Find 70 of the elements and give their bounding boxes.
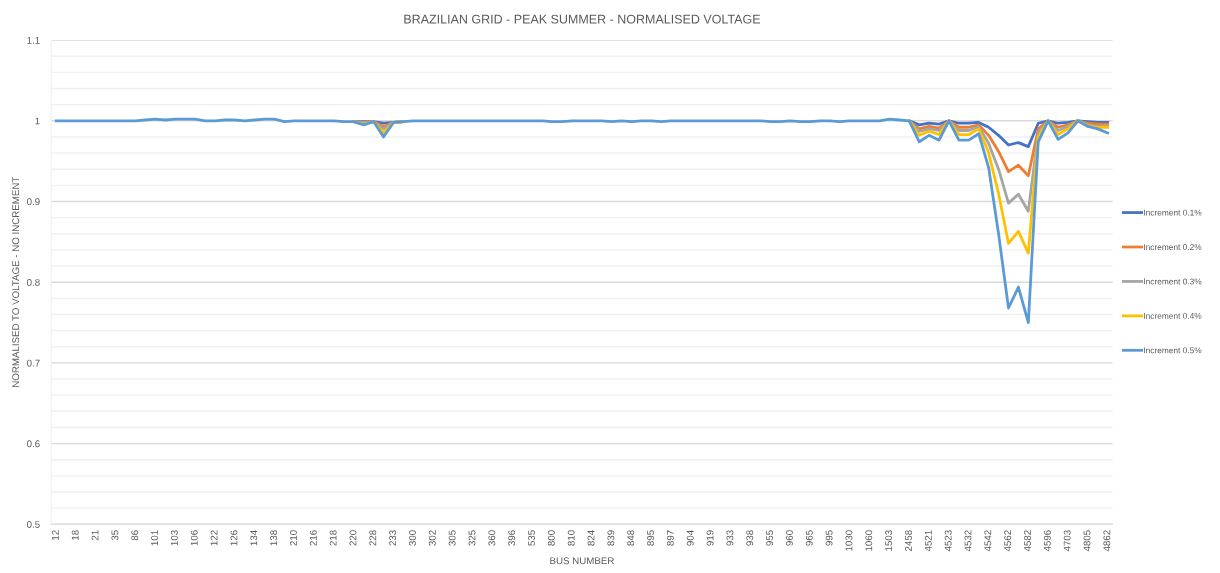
x-tick-label: 897 (666, 530, 674, 546)
legend-label: Increment 0.1% (1144, 209, 1202, 216)
x-tick-label: 4703 (1063, 530, 1071, 552)
x-axis-title: BUS NUMBER (550, 557, 614, 565)
x-tick-label: 824 (587, 530, 595, 546)
legend-label: Increment 0.2% (1144, 244, 1202, 250)
x-tick-label: 938 (746, 530, 754, 546)
x-tick-label: 4562 (1004, 530, 1012, 552)
x-tick-label: 800 (547, 530, 555, 546)
x-tick-label: 960 (785, 530, 793, 546)
x-tick-label: 4862 (1103, 530, 1111, 552)
y-axis-title: NORMALISED TO VOLTAGE - NO INCREMENT (12, 176, 20, 387)
x-tick-label: 35 (111, 530, 119, 541)
x-tick-label: 300 (409, 530, 416, 546)
y-tick-label: 0.9 (26, 198, 40, 206)
y-tick-label: 1.1 (27, 36, 40, 44)
x-tick-label: 1060 (865, 530, 873, 551)
x-tick-label: 810 (567, 530, 575, 546)
legend-label: Increment 0.4% (1144, 312, 1202, 319)
line-series (54, 117, 1110, 324)
y-tick-label: 0.7 (26, 359, 40, 367)
x-tick-label: 995 (825, 530, 833, 546)
x-tick-label: 218 (329, 530, 337, 546)
x-tick-label: 86 (131, 530, 139, 541)
x-tick-label: 1503 (885, 530, 893, 551)
y-tick-label: 0.5 (26, 521, 40, 528)
x-tick-label: 2458 (905, 530, 912, 551)
x-tick-label: 220 (349, 530, 357, 546)
x-tick-label: 210 (290, 530, 297, 546)
x-tick-label: 302 (428, 530, 436, 546)
x-tick-label: 839 (607, 530, 615, 546)
x-tick-label: 396 (508, 530, 516, 546)
x-tick-label: 919 (706, 530, 714, 546)
x-tick-label: 101 (151, 530, 159, 546)
x-tick-label: 4532 (964, 530, 972, 552)
x-tick-label: 122 (210, 530, 218, 546)
x-tick-label: 965 (805, 530, 813, 546)
x-tick-label: 4542 (984, 530, 992, 552)
x-tick-label: 895 (647, 530, 654, 546)
x-tick-label: 126 (230, 530, 238, 546)
x-tick-label: 4523 (944, 530, 952, 552)
x-tick-label: 233 (389, 530, 397, 546)
y-tick-label: 0.8 (26, 278, 40, 286)
legend-label: Increment 0.5% (1144, 347, 1202, 354)
x-tick-label: 18 (71, 530, 79, 540)
x-tick-label: 305 (448, 530, 456, 546)
x-tick-label: 4596 (1043, 530, 1051, 552)
x-tick-label: 325 (468, 530, 476, 546)
x-tick-label: 933 (726, 530, 734, 546)
x-tick-label: 535 (528, 530, 535, 546)
x-tick-label: 4521 (924, 530, 932, 552)
x-tick-label: 4582 (1024, 530, 1031, 552)
x-tick-label: 848 (627, 530, 635, 546)
x-tick-label: 106 (190, 530, 198, 546)
x-tick-label: 138 (270, 530, 278, 546)
x-tick-label: 904 (686, 530, 694, 546)
chart-title: BRAZILIAN GRID - PEAK SUMMER - NORMALISED VOLTAGE (404, 14, 761, 24)
x-tick-label: 21 (91, 530, 99, 541)
x-tick-label: 955 (766, 530, 774, 546)
x-tick-label: 1030 (845, 530, 853, 551)
x-tick-label: 12 (51, 530, 59, 540)
x-tick-label: 360 (488, 530, 496, 546)
y-tick-label: 1 (35, 117, 40, 125)
legend-label: Increment 0.3% (1144, 278, 1202, 285)
x-tick-label: 228 (369, 530, 377, 546)
y-tick-label: 0.6 (26, 440, 40, 448)
x-tick-label: 134 (250, 530, 258, 546)
x-tick-label: 103 (170, 530, 178, 546)
x-tick-label: 4805 (1083, 530, 1091, 552)
x-tick-label: 216 (309, 530, 317, 546)
